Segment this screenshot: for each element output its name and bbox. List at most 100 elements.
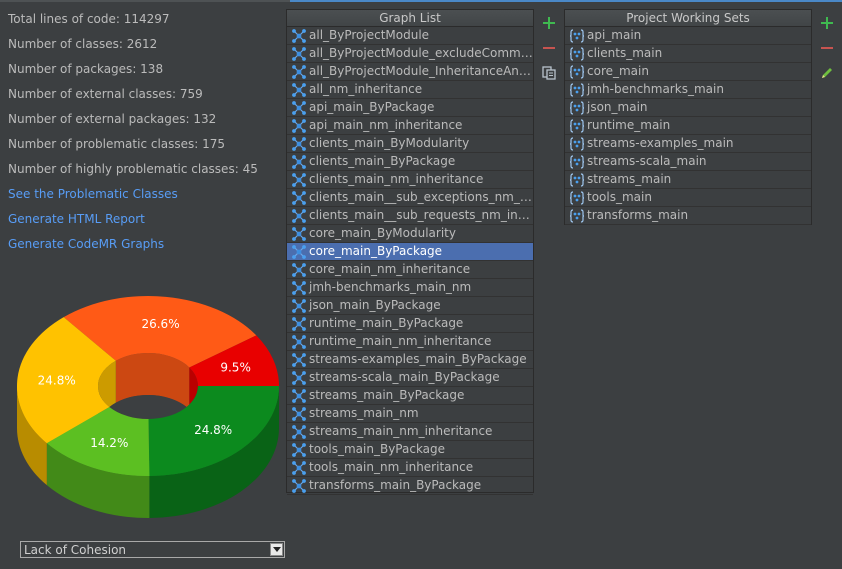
list-item[interactable]: runtime_main_nm_inheritance xyxy=(287,333,533,351)
list-item-label: jmh-benchmarks_main_nm xyxy=(309,280,472,294)
list-item[interactable]: all_ByProjectModule_excludeCommons xyxy=(287,45,533,63)
graph-list-panel: Graph List all_ByProjectModule all_ByProj… xyxy=(286,9,534,495)
graph-icon xyxy=(291,352,307,368)
list-item[interactable]: core_main_ByPackage xyxy=(287,243,533,261)
list-item-label: streams_main_nm_inheritance xyxy=(309,424,493,438)
working-set-icon xyxy=(569,64,585,80)
list-item-label: streams-examples_main xyxy=(587,136,734,150)
graph-icon xyxy=(291,136,307,152)
stat-problematic-classes: Number of problematic classes: 175 xyxy=(8,138,278,163)
graph-icon xyxy=(291,190,307,206)
list-item[interactable]: tools_main xyxy=(565,189,811,207)
chevron-down-icon[interactable] xyxy=(270,543,283,556)
list-item[interactable]: core_main_nm_inheritance xyxy=(287,261,533,279)
working-sets-panel: Project Working Sets api_main clients_mai… xyxy=(564,9,812,225)
graph-icon xyxy=(291,370,307,386)
stat-value: 2612 xyxy=(126,37,158,51)
top-divider xyxy=(0,0,842,2)
list-item[interactable]: tools_main_nm_inheritance xyxy=(287,459,533,477)
stat-label: Number of external classes: xyxy=(8,87,180,101)
metrics-summary: Total lines of code: 114297 Number of cl… xyxy=(8,13,278,263)
graph-icon xyxy=(291,298,307,314)
list-item[interactable]: jmh-benchmarks_main xyxy=(565,81,811,99)
list-item[interactable]: all_ByProjectModule xyxy=(287,27,533,45)
list-item[interactable]: runtime_main xyxy=(565,117,811,135)
list-item[interactable]: api_main_nm_inheritance xyxy=(287,117,533,135)
list-item-label: tools_main_nm_inheritance xyxy=(309,460,474,474)
chart-slice-label: 9.5% xyxy=(220,361,251,375)
list-item[interactable]: streams_main_nm xyxy=(287,405,533,423)
graph-list: all_ByProjectModule all_ByProjectModule_e… xyxy=(287,27,533,495)
list-item-label: all_ByProjectModule_InheritanceAndAt... xyxy=(309,64,533,78)
list-item-label: clients_main_ByModularity xyxy=(309,136,470,150)
graph-icon xyxy=(291,262,307,278)
list-item[interactable]: api_main xyxy=(565,27,811,45)
list-item[interactable]: clients_main_ByPackage xyxy=(287,153,533,171)
list-item-label: all_nm_inheritance xyxy=(309,82,423,96)
list-item-label: tools_main xyxy=(587,190,652,204)
list-item[interactable]: clients_main_nm_inheritance xyxy=(287,171,533,189)
stat-label: Number of external packages: xyxy=(8,112,194,126)
chart-slice-side xyxy=(149,386,279,518)
list-item[interactable]: streams-examples_main_ByPackage xyxy=(287,351,533,369)
stat-label: Number of problematic classes: xyxy=(8,137,203,151)
list-item[interactable]: transforms_main xyxy=(565,207,811,225)
list-item[interactable]: json_main_ByPackage xyxy=(287,297,533,315)
stat-value: 114297 xyxy=(123,12,170,26)
list-item[interactable]: streams-scala_main xyxy=(565,153,811,171)
list-item[interactable]: clients_main_ByModularity xyxy=(287,135,533,153)
list-item[interactable]: jmh-benchmarks_main_nm xyxy=(287,279,533,297)
list-item[interactable]: runtime_main_ByPackage xyxy=(287,315,533,333)
graph-icon xyxy=(291,280,307,296)
list-item[interactable]: streams-scala_main_ByPackage xyxy=(287,369,533,387)
add-working-set-button[interactable] xyxy=(820,16,834,30)
list-item-label: clients_main xyxy=(587,46,663,60)
chart-slice-top-front xyxy=(17,386,110,444)
list-item-label: clients_main__sub_exceptions_nm_inhe... xyxy=(309,190,533,204)
stat-value: 45 xyxy=(242,162,258,176)
chart-slice-label: 14.2% xyxy=(90,436,128,450)
graph-icon xyxy=(291,226,307,242)
top-accent-bar xyxy=(290,0,842,2)
list-item[interactable]: streams_main_ByPackage xyxy=(287,387,533,405)
list-item[interactable]: clients_main xyxy=(565,45,811,63)
generate-html-report-link[interactable]: Generate HTML Report xyxy=(8,212,145,226)
list-item[interactable]: streams_main xyxy=(565,171,811,189)
graph-icon xyxy=(291,64,307,80)
list-item[interactable]: tools_main_ByPackage xyxy=(287,441,533,459)
chart-slice xyxy=(63,296,257,368)
add-graph-button[interactable] xyxy=(542,16,556,30)
copy-graph-button[interactable] xyxy=(542,66,556,80)
stat-value: 132 xyxy=(193,112,217,126)
list-item[interactable]: streams-examples_main xyxy=(565,135,811,153)
chart-slice-top-front xyxy=(148,386,279,476)
stat-packages: Number of packages: 138 xyxy=(8,63,278,88)
stat-label: Number of packages: xyxy=(8,62,141,76)
list-item[interactable]: clients_main__sub_requests_nm_inherit... xyxy=(287,207,533,225)
list-item[interactable]: core_main xyxy=(565,63,811,81)
remove-graph-button[interactable] xyxy=(542,41,556,55)
chart-slice xyxy=(189,335,279,387)
working-set-icon xyxy=(569,100,585,116)
stat-total-lines: Total lines of code: 114297 xyxy=(8,13,278,38)
edit-working-set-button[interactable] xyxy=(820,66,834,80)
list-item[interactable]: json_main xyxy=(565,99,811,117)
list-item[interactable]: clients_main__sub_exceptions_nm_inhe... xyxy=(287,189,533,207)
remove-working-set-button[interactable] xyxy=(820,41,834,55)
metric-select[interactable]: Lack of Cohesion xyxy=(20,541,285,558)
list-item[interactable]: all_ByProjectModule_InheritanceAndAt... xyxy=(287,63,533,81)
see-problematic-classes-link[interactable]: See the Problematic Classes xyxy=(8,187,178,201)
list-item[interactable]: api_main_ByPackage xyxy=(287,99,533,117)
graph-icon xyxy=(291,388,307,404)
list-item[interactable]: streams_main_nm_inheritance xyxy=(287,423,533,441)
list-item-label: transforms_main_ByPackage xyxy=(309,478,482,492)
list-item[interactable]: core_main_ByModularity xyxy=(287,225,533,243)
generate-codemr-graphs-link[interactable]: Generate CodeMR Graphs xyxy=(8,237,165,251)
chart-slice-side xyxy=(17,386,47,486)
working-set-icon xyxy=(569,118,585,134)
list-item-label: jmh-benchmarks_main xyxy=(587,82,724,96)
list-item[interactable]: transforms_main_ByPackage xyxy=(287,477,533,495)
list-item-label: clients_main_nm_inheritance xyxy=(309,172,484,186)
list-item[interactable]: all_nm_inheritance xyxy=(287,81,533,99)
list-item-label: core_main xyxy=(587,64,649,78)
